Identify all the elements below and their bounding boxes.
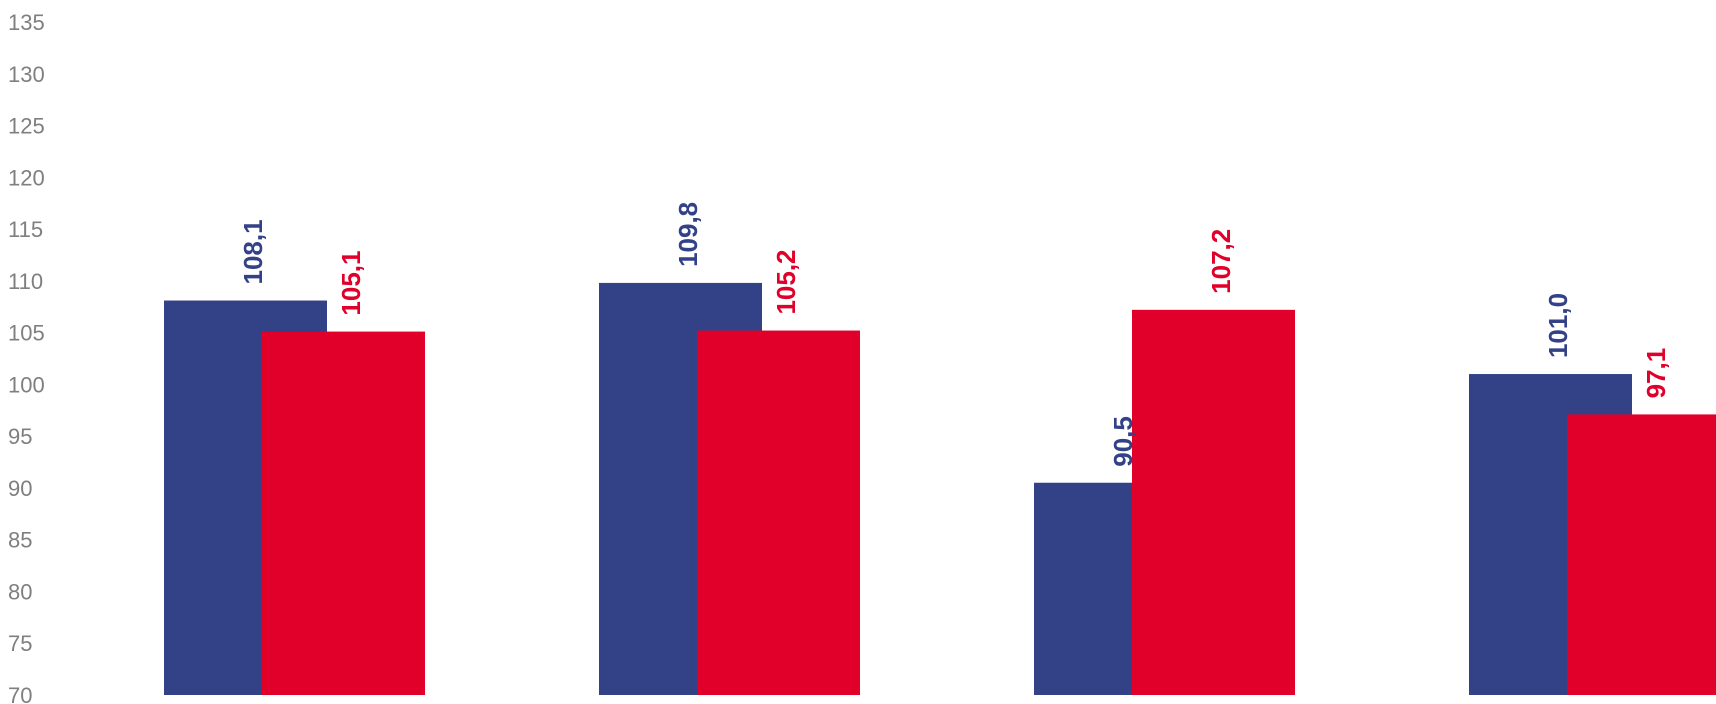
data-label-series-1-cat-2: 109,8 xyxy=(673,202,703,267)
y-tick-label: 130 xyxy=(8,62,45,87)
y-tick-label: 105 xyxy=(8,321,45,346)
bar-series-2-cat-4 xyxy=(1567,414,1716,695)
y-tick-label: 85 xyxy=(8,528,32,553)
data-label-series-1-cat-4: 101,0 xyxy=(1543,293,1573,358)
data-label-series-1-cat-1: 108,1 xyxy=(238,219,268,284)
y-tick-label: 115 xyxy=(8,217,43,242)
y-tick-label: 95 xyxy=(8,424,32,449)
data-label-series-2-cat-1: 105,1 xyxy=(336,251,366,316)
y-tick-label: 75 xyxy=(8,631,32,656)
y-tick-label: 120 xyxy=(8,165,45,190)
data-label-series-2-cat-3: 107,2 xyxy=(1206,229,1236,294)
data-label-series-2-cat-4: 97,1 xyxy=(1641,348,1671,399)
bar-series-2-cat-2 xyxy=(697,330,860,695)
data-label-series-1-cat-3: 90,5 xyxy=(1108,416,1138,467)
data-labels: 108,1 105,1 109,8 105,2 90,5 107,2 101,0 97,1 xyxy=(238,202,1671,467)
y-tick-label: 100 xyxy=(8,372,45,397)
y-tick-label: 80 xyxy=(8,579,32,604)
y-tick-label: 70 xyxy=(8,683,32,704)
y-tick-label: 135 xyxy=(8,10,45,35)
y-tick-label: 90 xyxy=(8,476,32,501)
y-tick-label: 110 xyxy=(8,269,43,294)
bar-series-2-cat-1 xyxy=(262,331,425,695)
bar-series-2-cat-3 xyxy=(1132,309,1295,695)
y-axis: 70 75 80 85 90 95 100 105 110 115 120 125 130 135 xyxy=(8,10,45,704)
y-tick-label: 125 xyxy=(8,114,45,139)
bars xyxy=(164,282,1716,695)
data-label-series-2-cat-2: 105,2 xyxy=(771,249,801,314)
